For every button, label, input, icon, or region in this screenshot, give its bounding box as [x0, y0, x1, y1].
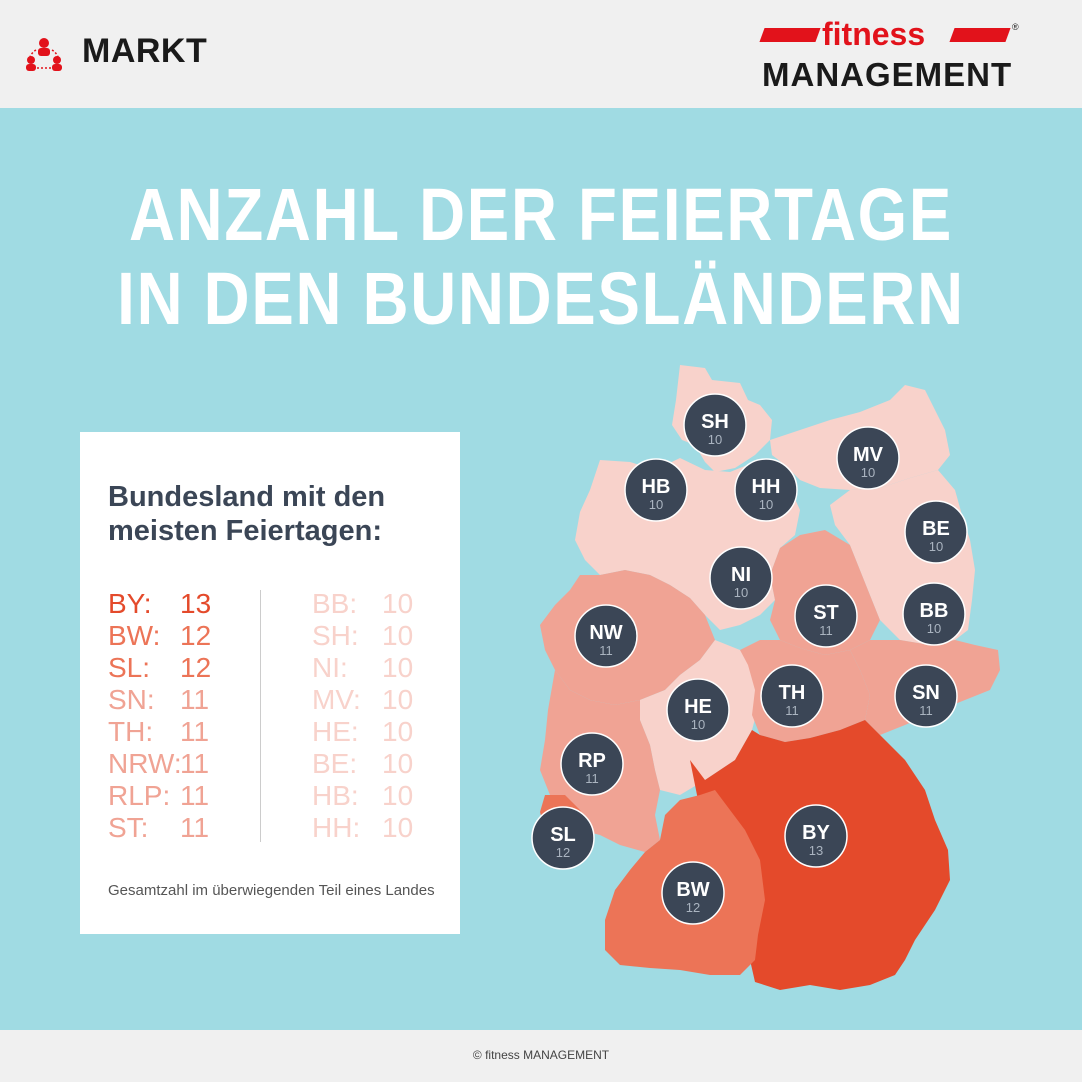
right-list-value: 10 — [382, 748, 414, 779]
right-list-code: NI: — [312, 652, 348, 683]
left-list-value: 11 — [180, 748, 210, 779]
right-list-value: 10 — [382, 652, 414, 683]
card-heading-line-2: meisten Feiertagen: — [108, 515, 382, 548]
left-list-code: SL: — [108, 652, 151, 683]
marker-code: SL — [550, 824, 576, 846]
left-list-value: 11 — [180, 780, 210, 811]
state-marker-th: TH 11 — [760, 664, 824, 728]
marker-code: HH — [752, 476, 781, 498]
header-bar: MARKT fitness ® MANAGEMENT — [0, 0, 1082, 108]
title-line-2: IN DEN BUNDESLÄNDERN — [117, 257, 965, 340]
marker-value: 13 — [809, 843, 823, 858]
section-label: MARKT — [82, 32, 208, 70]
right-list-value: 10 — [382, 684, 414, 715]
state-marker-ni: NI 10 — [709, 546, 773, 610]
marker-code: TH — [779, 682, 806, 704]
marker-code: HB — [642, 476, 671, 498]
state-marker-mv: MV 10 — [836, 426, 900, 490]
left-list-code: NRW: — [108, 748, 182, 779]
marker-code: NW — [589, 622, 622, 644]
info-card — [80, 432, 460, 934]
marker-value: 10 — [734, 585, 748, 600]
right-list-code: MV: — [312, 684, 361, 715]
marker-value: 10 — [861, 465, 875, 480]
marker-value: 10 — [759, 497, 773, 512]
right-list-value: 10 — [382, 620, 414, 651]
marker-value: 10 — [708, 432, 722, 447]
right-list-code: BB: — [312, 588, 358, 619]
marker-value: 12 — [556, 845, 570, 860]
marker-code: SN — [912, 682, 940, 704]
marker-value: 10 — [691, 717, 705, 732]
copyright-text: © fitness MANAGEMENT — [472, 1048, 610, 1062]
card-footnote: Gesamtzahl im überwiegenden Teil eines L… — [108, 882, 435, 899]
left-list-code: BY: — [108, 588, 152, 619]
state-marker-st: ST 11 — [794, 584, 858, 648]
right-list-code: HH: — [312, 812, 361, 843]
marker-value: 12 — [686, 900, 700, 915]
marker-value: 10 — [649, 497, 663, 512]
right-list-code: SH: — [312, 620, 359, 651]
left-list-value: 11 — [180, 812, 210, 843]
left-list-code: RLP: — [108, 780, 171, 811]
state-marker-hh: HH 10 — [734, 458, 798, 522]
left-list-value: 12 — [180, 652, 212, 683]
left-list-value: 11 — [180, 716, 210, 747]
marker-code: NI — [731, 564, 751, 586]
marker-code: ST — [813, 602, 839, 624]
state-marker-by: BY 13 — [784, 804, 848, 868]
title-line-1: ANZAHL DER FEIERTAGE — [128, 173, 954, 256]
state-marker-sh: SH 10 — [683, 393, 747, 457]
right-list-value: 10 — [382, 588, 414, 619]
left-list-value: 11 — [180, 684, 210, 715]
state-marker-he: HE 10 — [666, 678, 730, 742]
state-marker-be: BE 10 — [904, 500, 968, 564]
state-marker-hb: HB 10 — [624, 458, 688, 522]
card-heading: Bundesland mit den meisten Feiertagen: — [108, 480, 438, 548]
state-marker-rp: RP 11 — [560, 732, 624, 796]
marker-code: BW — [676, 879, 709, 901]
list-divider — [260, 590, 261, 842]
left-list-code: BW: — [108, 620, 161, 651]
left-list-code: TH: — [108, 716, 154, 747]
right-list-value: 10 — [382, 780, 414, 811]
marker-code: HE — [684, 696, 712, 718]
marker-value: 11 — [919, 703, 933, 718]
left-list-code: SN: — [108, 684, 155, 715]
brand-management-text: MANAGEMENT — [762, 56, 1013, 93]
marker-value: 11 — [819, 623, 833, 638]
marker-value: 11 — [585, 771, 599, 786]
marker-code: BE — [922, 518, 950, 540]
state-marker-bb: BB 10 — [902, 582, 966, 646]
marker-code: SH — [701, 411, 729, 433]
footer-bar — [0, 1030, 1082, 1082]
right-list-value: 10 — [382, 716, 414, 747]
brand-fitness-text: fitness — [822, 16, 926, 52]
marker-value: 10 — [929, 539, 943, 554]
state-marker-sn: SN 11 — [894, 664, 958, 728]
marker-code: RP — [578, 750, 606, 772]
left-list-value: 12 — [180, 620, 212, 651]
marker-value: 11 — [785, 703, 799, 718]
people-network-icon — [26, 38, 62, 71]
marker-code: BY — [802, 822, 830, 844]
right-list-code: HE: — [312, 716, 359, 747]
marker-code: MV — [853, 444, 884, 466]
marker-code: BB — [920, 600, 949, 622]
state-marker-sl: SL 12 — [531, 806, 595, 870]
brand-registered-mark: ® — [1012, 22, 1019, 32]
brand-logo: fitness ® MANAGEMENT — [759, 16, 1022, 94]
left-list-code: ST: — [108, 812, 149, 843]
right-list-code: BE: — [312, 748, 358, 779]
right-list-code: HB: — [312, 780, 359, 811]
state-marker-bw: BW 12 — [661, 861, 725, 925]
marker-value: 10 — [927, 621, 941, 636]
state-marker-nw: NW 11 — [574, 604, 638, 668]
marker-value: 11 — [599, 643, 613, 658]
left-list-value: 13 — [180, 588, 212, 619]
right-list-value: 10 — [382, 812, 414, 843]
card-heading-line-1: Bundesland mit den — [108, 481, 386, 513]
